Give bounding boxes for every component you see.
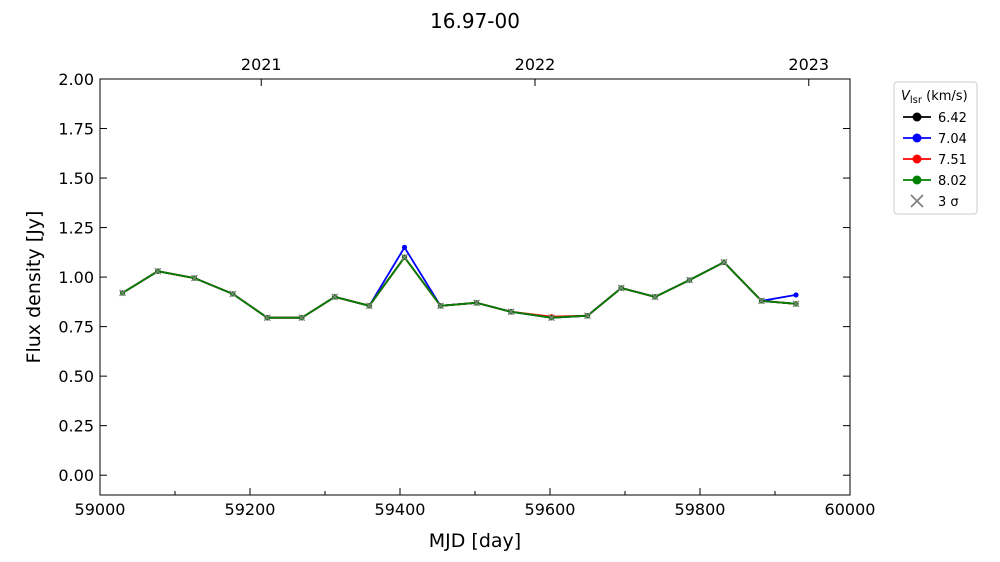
y-axis-label: Flux density [Jy] xyxy=(23,211,45,364)
legend-title: Vlsr (km/s) xyxy=(901,89,968,106)
legend-marker-3-sigma xyxy=(910,194,924,208)
three-sigma-marker xyxy=(507,308,515,316)
three-sigma-marker xyxy=(437,302,444,310)
legend-marker-7.51 xyxy=(912,154,922,164)
three-sigma-marker xyxy=(758,297,765,305)
plot-frame xyxy=(99,78,851,496)
three-sigma-marker xyxy=(686,276,693,284)
legend-label: 7.51 xyxy=(938,153,967,168)
top-axis-year-label: 2023 xyxy=(788,55,829,74)
series-line-7.04 xyxy=(122,245,797,319)
three-sigma-marker xyxy=(617,284,625,292)
three-sigma-marker xyxy=(298,314,306,322)
data-point-7.04 xyxy=(793,292,799,298)
y-tick-label: 0.00 xyxy=(58,466,94,485)
top-axis-year-label: 2021 xyxy=(241,55,282,74)
legend-label: 3 σ xyxy=(938,195,959,210)
y-tick-label: 0.50 xyxy=(58,367,94,386)
three-sigma-marker xyxy=(331,293,339,301)
x-tick-label: 59000 xyxy=(75,500,126,519)
three-sigma-marker xyxy=(154,267,162,275)
chart-title: 16.97-00 xyxy=(430,9,520,33)
x-tick-label: 59400 xyxy=(375,500,426,519)
three-sigma-marker xyxy=(651,293,659,301)
plot-area: 59000 59200 59400 59600 59800 60000 0.00 0.25 0.… xyxy=(58,55,875,519)
legend-marker-8.02 xyxy=(912,175,922,185)
legend-label: 7.04 xyxy=(938,132,967,147)
data-point-7.04 xyxy=(401,244,408,250)
x-tick-label: 59200 xyxy=(225,500,276,519)
legend-label: 6.42 xyxy=(938,111,967,126)
three-sigma-marker xyxy=(584,312,591,320)
y-tick-label: 0.75 xyxy=(58,318,94,337)
top-axis-year-label: 2022 xyxy=(515,55,556,74)
legend-marker-6.42 xyxy=(912,112,922,122)
x-tick-label: 59800 xyxy=(675,500,726,519)
x-tick-label: 59600 xyxy=(525,500,576,519)
three-sigma-marker xyxy=(263,314,271,322)
three-sigma-marker xyxy=(792,300,800,308)
y-tick-label: 1.75 xyxy=(58,120,94,139)
three-sigma-marker xyxy=(401,253,408,261)
y-tick-label: 1.00 xyxy=(58,268,94,287)
series-line-6.42 xyxy=(122,255,797,319)
legend: Vlsr (km/s) 6.42 7.04 7.51 8.02 3 σ xyxy=(893,81,978,215)
x-tick-label: 60000 xyxy=(825,500,876,519)
x-axis-label: MJD [day] xyxy=(429,530,521,552)
series-line-7.51 xyxy=(122,255,797,319)
y-tick-label: 1.25 xyxy=(58,219,94,238)
three-sigma-marker xyxy=(119,289,126,297)
three-sigma-marker xyxy=(191,274,198,282)
three-sigma-marker xyxy=(365,302,373,310)
y-tick-label: 2.00 xyxy=(58,70,94,89)
three-sigma-marker xyxy=(720,258,728,266)
legend-label: 8.02 xyxy=(938,174,967,189)
three-sigma-marker xyxy=(229,290,237,298)
legend-marker-7.04 xyxy=(912,133,922,143)
three-sigma-marker xyxy=(473,299,480,307)
y-tick-label: 0.25 xyxy=(58,417,94,436)
three-sigma-marker xyxy=(548,314,555,322)
y-tick-label: 1.50 xyxy=(58,169,94,188)
series-line-8.02 xyxy=(122,255,797,319)
